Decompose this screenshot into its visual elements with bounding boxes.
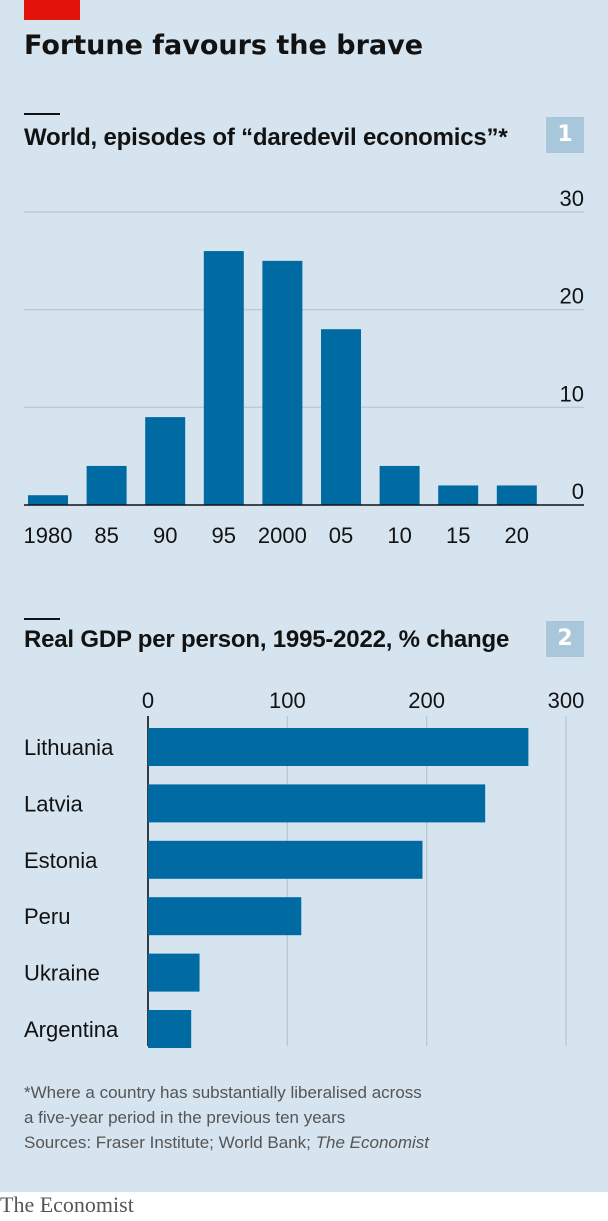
chart1-ytick-label: 30 xyxy=(560,186,584,211)
chart1-xtick-label: 90 xyxy=(153,523,177,548)
chart2-title: Real GDP per person, 1995-2022, % change xyxy=(24,626,510,653)
chart1-badge: 1 xyxy=(546,117,584,153)
chart1-xtick-label: 15 xyxy=(446,523,470,548)
chart1-ytick-label: 20 xyxy=(560,284,584,309)
chart1-xtick-label: 20 xyxy=(505,523,529,548)
chart2-bar xyxy=(148,728,529,766)
footnote-line-1: *Where a country has substantially liber… xyxy=(24,1083,422,1102)
sources-prefix: Sources: Fraser Institute; World Bank; xyxy=(24,1133,316,1152)
brand-logo: The Economist xyxy=(0,1192,134,1217)
chart2-bar xyxy=(148,1010,192,1048)
chart1-xtick-label: 05 xyxy=(329,523,353,548)
chart2-bar xyxy=(148,840,423,879)
sources-line: Sources: Fraser Institute; World Bank; T… xyxy=(24,1130,584,1155)
chart-panel xyxy=(0,0,608,1192)
chart2-xtick-label: 200 xyxy=(408,688,445,713)
chart2-badge: 2 xyxy=(546,621,584,657)
chart1-xtick-label: 85 xyxy=(94,523,118,548)
main-title: Fortune favours the brave xyxy=(24,30,424,61)
chart1-bar xyxy=(86,465,127,505)
chart2-category-label: Ukraine xyxy=(24,961,100,986)
chart2-bar xyxy=(148,953,200,992)
chart2-rule xyxy=(24,618,60,620)
chart2-category-label: Latvia xyxy=(24,791,83,816)
chart2-category-label: Lithuania xyxy=(24,735,114,760)
chart1-bar xyxy=(379,465,420,505)
chart1-bar xyxy=(145,417,186,505)
chart1-bar xyxy=(496,485,537,505)
chart1-xtick-label: 10 xyxy=(387,523,411,548)
chart1-bar xyxy=(321,329,361,505)
chart2-bar xyxy=(148,784,486,823)
chart2-bar xyxy=(148,897,302,936)
chart1-xtick-label: 95 xyxy=(212,523,236,548)
chart1-bar xyxy=(438,485,479,505)
footnote-line-2: a five-year period in the previous ten y… xyxy=(24,1108,346,1127)
chart1-bar xyxy=(262,260,303,505)
red-tag xyxy=(24,0,80,20)
chart1-title: World, episodes of “daredevil economics”… xyxy=(24,124,508,151)
chart1-ytick-label: 10 xyxy=(560,381,584,406)
chart1-xtick-label: 2000 xyxy=(258,523,307,548)
chart2-category-label: Argentina xyxy=(24,1017,119,1042)
chart2-category-label: Estonia xyxy=(24,848,98,873)
chart1-ytick-label: 0 xyxy=(572,479,584,504)
sources-publication: The Economist xyxy=(315,1133,430,1152)
chart1-bar xyxy=(28,495,68,505)
chart2-xtick-label: 0 xyxy=(142,688,154,713)
chart2-category-label: Peru xyxy=(24,904,70,929)
chart1-rule xyxy=(24,113,60,115)
chart2-xtick-label: 100 xyxy=(269,688,306,713)
chart1-xtick-label: 1980 xyxy=(24,523,73,548)
chart2-xtick-label: 300 xyxy=(548,688,585,713)
chart1-bar xyxy=(203,251,244,505)
footnote: *Where a country has substantially liber… xyxy=(24,1080,584,1155)
